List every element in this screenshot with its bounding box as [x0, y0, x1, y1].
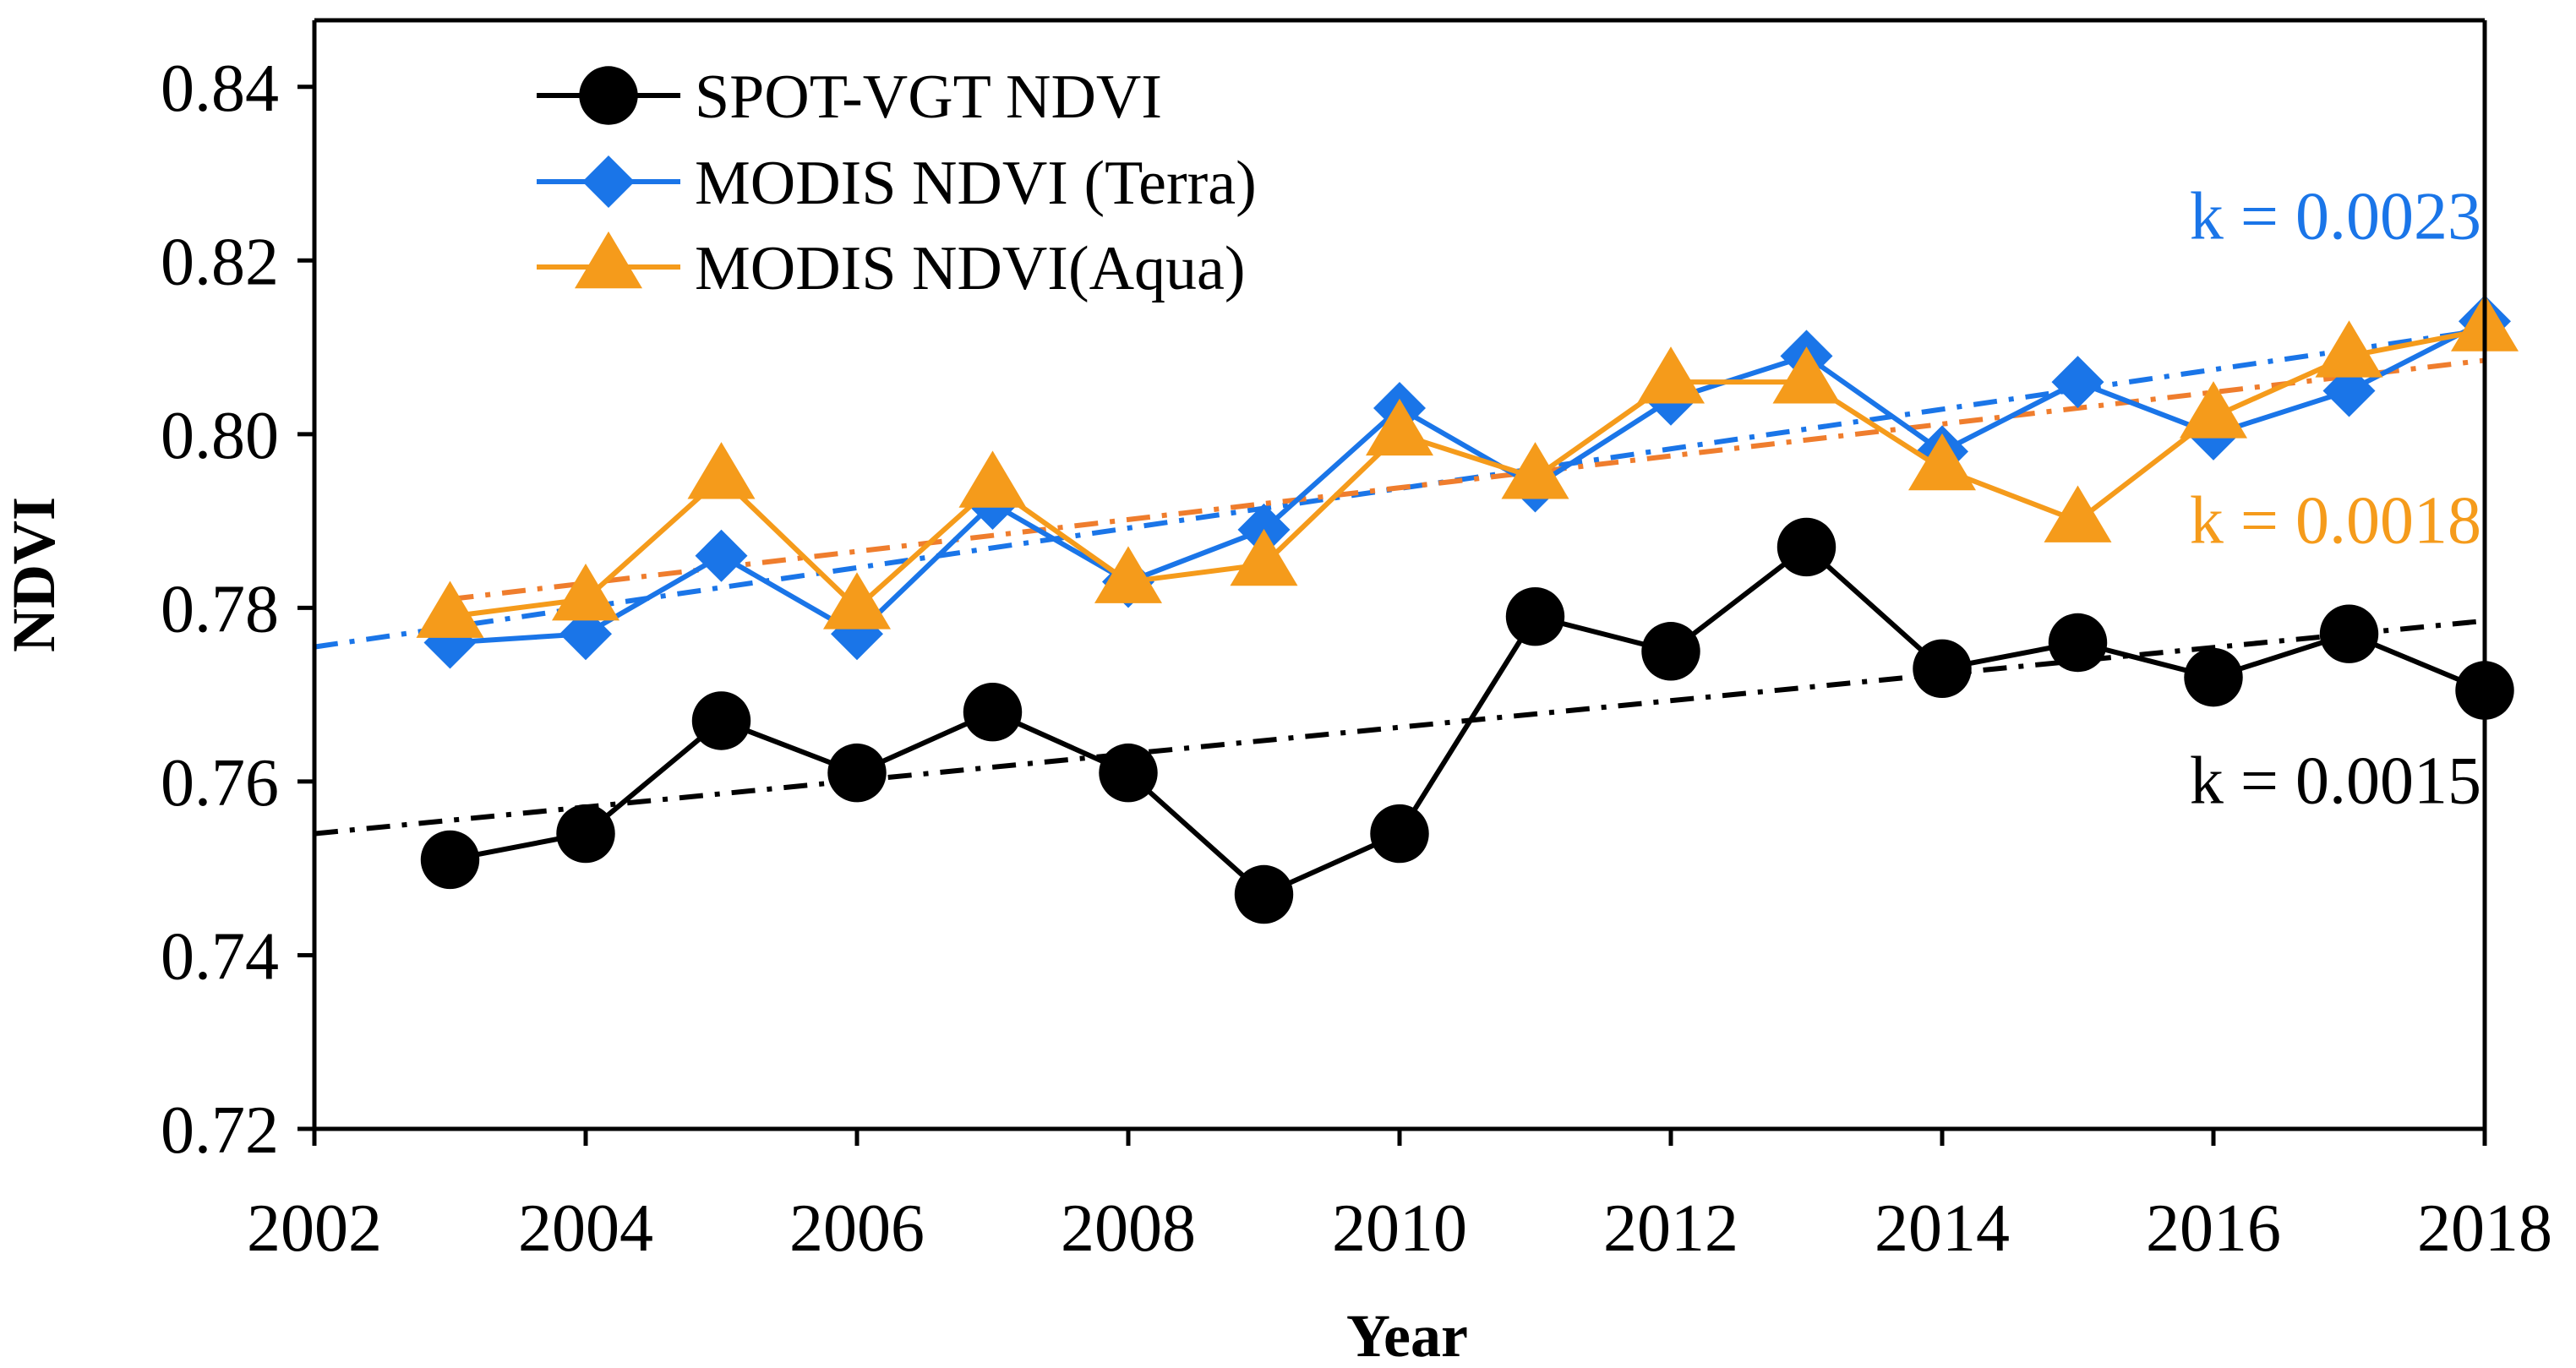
data-point-0-12 [2048, 613, 2108, 673]
legend: SPOT-VGT NDVI MODIS NDVI (Terra) MODIS NDV… [537, 63, 1257, 303]
data-point-0-8 [1505, 586, 1565, 646]
slope-annotation-2: k = 0.0015 [2190, 744, 2481, 819]
y-tick-label-0: 0.72 [161, 1093, 279, 1168]
legend-marker-2 [574, 231, 643, 289]
data-point-1-12 [2051, 356, 2104, 409]
series-2 [416, 294, 2519, 638]
data-point-2-3 [822, 572, 892, 629]
y-tick-label-3: 0.78 [161, 572, 279, 646]
data-point-2-5 [1094, 546, 1163, 603]
data-point-2-11 [1907, 433, 1977, 491]
x-tick-label-0: 2002 [247, 1191, 382, 1266]
x-tick-label-3: 2008 [1061, 1191, 1196, 1266]
data-point-0-2 [691, 691, 751, 750]
series-0 [420, 517, 2514, 924]
legend-item-0: SPOT-VGT NDVI [537, 63, 1162, 132]
data-point-0-5 [1099, 743, 1158, 803]
x-tick-label-6: 2014 [1875, 1191, 2010, 1266]
legend-label-0: SPOT-VGT NDVI [695, 63, 1162, 132]
y-axis-ticks: 0.72 0.74 0.76 0.78 0.80 0.82 0.84 [161, 52, 314, 1168]
data-point-1-2 [695, 529, 748, 582]
x-tick-label-5: 2012 [1603, 1191, 1738, 1266]
y-tick-label-2: 0.76 [161, 746, 279, 820]
data-point-2-0 [416, 580, 484, 638]
x-tick-label-4: 2010 [1332, 1191, 1467, 1266]
data-point-0-10 [1776, 517, 1836, 577]
data-point-0-9 [1641, 622, 1700, 681]
legend-item-2: MODIS NDVI(Aqua) [537, 231, 1246, 303]
data-point-2-7 [1365, 398, 1434, 456]
series-line-0 [449, 543, 2486, 898]
x-tick-label-7: 2016 [2146, 1191, 2281, 1266]
data-point-0-0 [420, 830, 480, 890]
data-point-0-11 [1913, 639, 1972, 699]
y-tick-label-1: 0.74 [161, 919, 279, 994]
y-tick-label-5: 0.82 [161, 225, 279, 299]
x-axis-ticks: 2002 2004 2006 2008 2010 2012 2014 2016 2018 [247, 1129, 2552, 1266]
data-point-0-4 [963, 682, 1023, 742]
legend-label-2: MODIS NDVI(Aqua) [695, 234, 1246, 303]
y-axis-label: NDVI [0, 497, 68, 652]
data-point-2-8 [1501, 442, 1569, 499]
data-point-0-1 [556, 804, 615, 864]
x-tick-label-1: 2004 [518, 1191, 653, 1266]
data-point-0-6 [1234, 864, 1294, 924]
slope-annotation-1: k = 0.0018 [2190, 483, 2481, 558]
data-point-2-6 [1230, 528, 1298, 586]
legend-label-1: MODIS NDVI (Terra) [695, 149, 1257, 218]
data-point-0-14 [2319, 604, 2379, 663]
data-series [416, 294, 2519, 924]
data-point-0-13 [2184, 647, 2243, 707]
data-point-2-14 [2315, 320, 2383, 378]
data-point-2-4 [958, 450, 1027, 508]
x-axis-label: Year [1346, 1302, 1468, 1368]
legend-marker-0 [579, 66, 638, 125]
data-point-1-14 [2322, 364, 2376, 417]
y-tick-label-4: 0.80 [161, 399, 279, 473]
data-point-1-1 [559, 608, 612, 661]
data-point-0-3 [827, 743, 887, 803]
series-line-1 [450, 319, 2486, 646]
data-point-2-13 [2179, 381, 2248, 439]
slope-annotation-0: k = 0.0023 [2190, 180, 2481, 254]
data-point-2-10 [1772, 346, 1841, 404]
series-line-2 [450, 327, 2486, 619]
data-point-0-7 [1370, 804, 1429, 864]
x-tick-label-2: 2006 [789, 1191, 925, 1266]
legend-marker-1 [582, 155, 635, 208]
slope-annotations: k = 0.0023 k = 0.0018 k = 0.0015 [2190, 180, 2481, 819]
x-tick-label-8: 2018 [2417, 1191, 2552, 1266]
data-point-2-1 [551, 563, 620, 621]
data-point-2-9 [1636, 346, 1706, 404]
legend-item-1: MODIS NDVI (Terra) [537, 149, 1257, 218]
y-tick-label-6: 0.84 [161, 52, 279, 126]
data-point-2-12 [2044, 485, 2112, 542]
data-point-2-2 [687, 442, 756, 499]
